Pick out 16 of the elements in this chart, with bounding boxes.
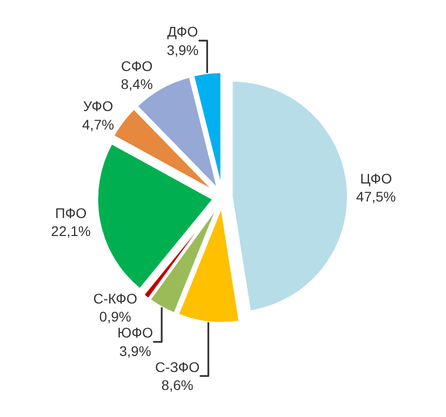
slice-label: ПФО bbox=[55, 204, 87, 221]
slice-label: С-ЗФО bbox=[155, 358, 200, 375]
data-label: 8,6% bbox=[161, 377, 194, 394]
data-label: 22,1% bbox=[51, 223, 91, 240]
data-label: 47,5% bbox=[356, 188, 396, 205]
data-label: 0,9% bbox=[99, 308, 132, 325]
data-label: 4,7% bbox=[82, 116, 114, 132]
slice-label: ДФО bbox=[167, 24, 198, 40]
slice-label: ЮФО bbox=[117, 324, 154, 341]
slice-label: СФО bbox=[121, 58, 153, 74]
slice-label: УФО bbox=[83, 98, 114, 114]
data-label: 3,9% bbox=[119, 342, 152, 359]
data-label: 8,4% bbox=[120, 76, 153, 92]
data-label: 3,9% bbox=[166, 42, 199, 58]
slice-label: С-КФО bbox=[93, 290, 138, 307]
slice-label: ЦФО bbox=[360, 170, 392, 186]
